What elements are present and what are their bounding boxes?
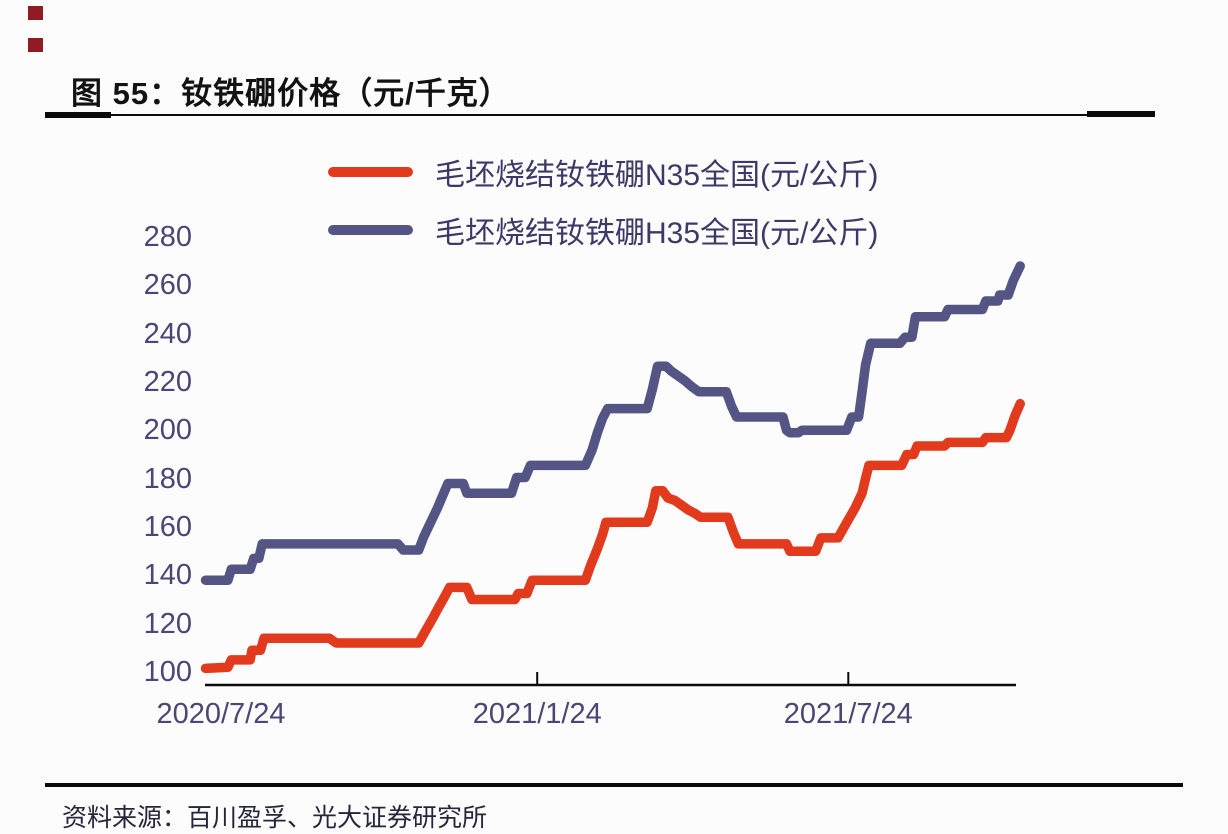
title-rule-right-accent <box>1087 111 1155 117</box>
legend-label-h35: 毛坯烧结钕铁硼H35全国(元/公斤) <box>435 217 879 250</box>
legend-line-swatch-h35 <box>328 225 413 235</box>
y-tick-label: 160 <box>143 510 192 543</box>
line-series-n35 <box>200 398 1025 674</box>
y-tick-label: 180 <box>143 462 192 495</box>
x-tick-label: 2021/1/24 <box>472 698 602 730</box>
line-series-h35 <box>200 261 1025 585</box>
title-rule-left-accent <box>45 112 111 118</box>
y-tick-label: 140 <box>143 559 192 592</box>
y-tick-label: 240 <box>143 317 192 350</box>
y-tick-label: 220 <box>143 365 192 398</box>
chart-legend: 毛坯烧结钕铁硼N35全国(元/公斤) 毛坯烧结钕铁硼H35全国(元/公斤) <box>328 151 878 267</box>
footer-rule <box>45 783 1183 787</box>
source-note: 资料来源：百川盈孚、光大证券研究所 <box>62 804 488 832</box>
corner-accent-square <box>28 6 43 20</box>
title-rule <box>45 114 1155 116</box>
corner-accent-square <box>28 38 43 52</box>
y-tick-label: 120 <box>143 607 192 640</box>
y-tick-label: 260 <box>143 269 192 302</box>
x-tick-label: 2021/7/24 <box>783 698 913 730</box>
y-tick-label: 200 <box>143 414 192 447</box>
x-tick-label: 2020/7/24 <box>156 698 286 730</box>
figure-title: 图 55：钕铁硼价格（元/千克） <box>71 76 511 111</box>
y-tick-label: 100 <box>143 656 192 688</box>
legend-label-n35: 毛坯烧结钕铁硼N35全国(元/公斤) <box>435 159 879 192</box>
legend-item-h35: 毛坯烧结钕铁硼H35全国(元/公斤) <box>328 209 878 251</box>
legend-item-n35: 毛坯烧结钕铁硼N35全国(元/公斤) <box>328 151 878 193</box>
legend-line-swatch-n35 <box>328 167 413 177</box>
y-tick-label: 280 <box>143 220 192 253</box>
